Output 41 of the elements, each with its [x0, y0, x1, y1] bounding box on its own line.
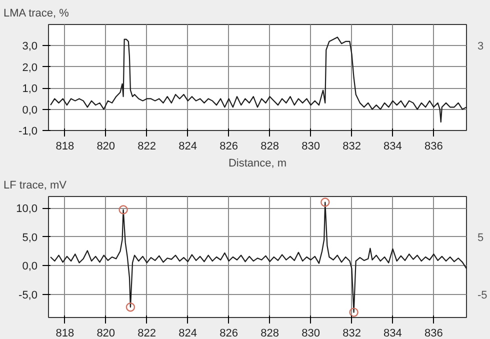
line-series — [50, 202, 466, 313]
x-axis-title: Distance, m — [228, 158, 287, 170]
x-tick-label: 836 — [424, 140, 443, 152]
y2-tick-label: -5 — [478, 289, 488, 302]
x-tick-label: 824 — [178, 328, 198, 339]
chart-title: LF trace, mV — [4, 180, 68, 192]
x-tick-label: 822 — [138, 140, 156, 152]
x-tick-label: 828 — [260, 328, 279, 339]
x-tick-label: 832 — [342, 328, 361, 339]
x-tick-label: 828 — [260, 140, 279, 152]
y-tick-label: -1,0 — [18, 126, 38, 138]
point — [349, 308, 358, 317]
y-tick-label: 5,0 — [22, 232, 38, 244]
x-tick-label: 826 — [220, 140, 238, 152]
y-tick-label: 2,0 — [22, 62, 38, 74]
y-tick-label: 10,0 — [16, 203, 38, 216]
x-tick-label: 820 — [96, 140, 116, 152]
line-series — [50, 36, 466, 123]
x-tick-label: 824 — [178, 140, 198, 152]
y2-tick-label: 5 — [478, 232, 484, 244]
x-tick-label: 836 — [424, 328, 443, 339]
x-tick-label: 818 — [56, 328, 74, 339]
text: 3 — [478, 40, 484, 53]
x-tick-label: 834 — [384, 328, 402, 339]
x-tick-label: 820 — [96, 328, 116, 339]
y-tick-label: 1,0 — [22, 83, 38, 96]
x-tick-label: 830 — [302, 140, 320, 152]
point — [126, 302, 136, 312]
x-tick-label: 818 — [56, 140, 74, 152]
point — [320, 198, 330, 207]
x-tick-label: 832 — [342, 140, 361, 152]
x-tick-label: 830 — [302, 328, 320, 339]
y-tick-label: 3,0 — [22, 40, 38, 53]
x-tick-label: 834 — [384, 140, 402, 152]
point — [118, 205, 128, 214]
chart-title: LMA trace, % — [4, 8, 70, 20]
x-tick-label: 826 — [220, 328, 238, 339]
x-tick-label: 822 — [138, 328, 156, 339]
y-tick-label: 0,0 — [22, 260, 38, 273]
y-tick-label: 0,0 — [22, 104, 38, 116]
y-tick-label: -5,0 — [18, 289, 38, 302]
